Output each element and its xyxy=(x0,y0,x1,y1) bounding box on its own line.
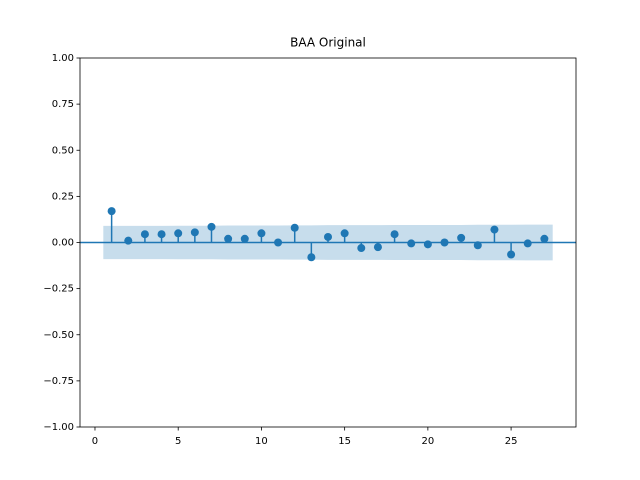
stem-marker xyxy=(540,234,549,243)
y-tick-label: 0.75 xyxy=(52,99,74,110)
stem-marker xyxy=(407,239,416,248)
x-tick-label: 15 xyxy=(338,436,351,447)
stem-marker xyxy=(523,239,532,248)
stem-marker xyxy=(357,244,366,253)
x-tick-label: 5 xyxy=(175,436,181,447)
stem-marker xyxy=(390,230,399,239)
x-tick-label: 10 xyxy=(255,436,268,447)
y-tick-label: −0.50 xyxy=(43,330,74,341)
stem-marker xyxy=(140,230,149,239)
stem-marker xyxy=(324,232,332,241)
y-tick-label: −0.75 xyxy=(43,376,74,387)
chart-title: BAA Original xyxy=(290,36,366,50)
stem-marker xyxy=(190,228,199,237)
stem-marker xyxy=(207,222,216,231)
stem-marker xyxy=(490,225,499,234)
y-tick-label: 1.00 xyxy=(52,53,74,64)
y-tick-label: 0.50 xyxy=(52,145,74,156)
stem-marker xyxy=(440,238,449,247)
stem-marker xyxy=(124,236,133,245)
x-tick-label: 0 xyxy=(92,436,98,447)
stem-marker xyxy=(423,240,432,249)
stem-marker xyxy=(224,234,233,243)
stem-marker xyxy=(157,230,166,239)
stem-marker xyxy=(107,207,116,216)
stem-marker xyxy=(473,241,482,250)
stem-marker xyxy=(507,250,516,259)
stem-marker xyxy=(307,253,316,262)
y-tick-label: 0.00 xyxy=(52,238,74,249)
stem-marker xyxy=(274,238,283,247)
stem-marker xyxy=(373,243,382,252)
y-tick-label: 0.25 xyxy=(52,191,74,202)
y-tick-label: −1.00 xyxy=(43,422,74,433)
y-tick-label: −0.25 xyxy=(43,284,74,295)
stem-marker xyxy=(174,229,183,238)
stem-marker xyxy=(257,229,266,238)
stem-marker xyxy=(340,229,349,238)
stem-marker xyxy=(457,233,466,242)
stem-marker xyxy=(290,223,299,232)
stem-marker xyxy=(240,234,249,243)
x-tick-label: 20 xyxy=(421,436,434,447)
x-tick-label: 25 xyxy=(505,436,518,447)
